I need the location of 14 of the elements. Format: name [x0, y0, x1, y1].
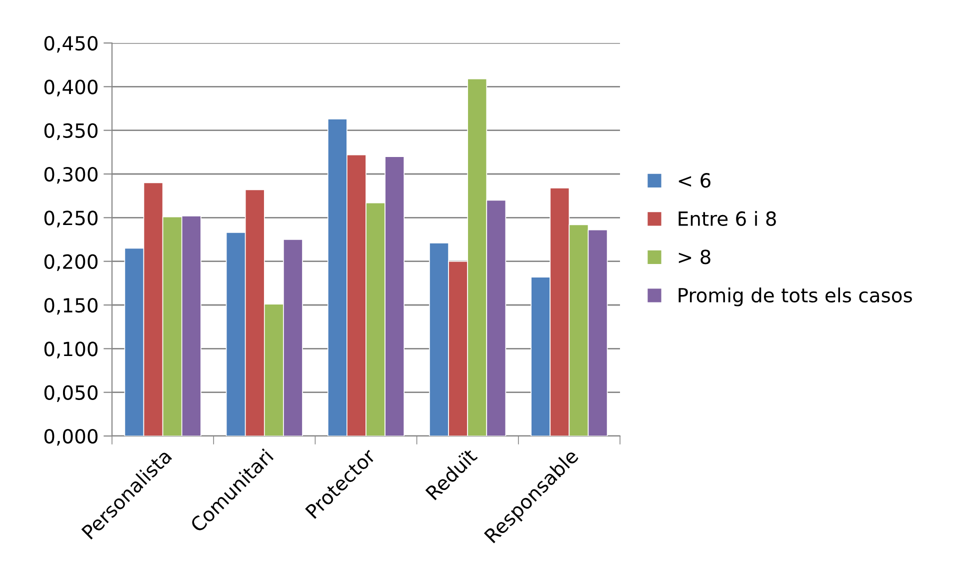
y-tick-label: 0,200: [44, 254, 98, 271]
y-tick-label: 0,250: [44, 210, 98, 228]
legend-label: Promig de tots els casos: [678, 287, 912, 306]
legend-label: Entre 6 i 8: [678, 210, 776, 226]
y-tick-label: 0,000: [44, 428, 98, 446]
y-tick-label: 0,100: [44, 342, 98, 358]
y-tick-label: 0,450: [44, 36, 98, 53]
legend-label: > 8: [678, 250, 710, 264]
y-tick-label: 0,150: [44, 298, 98, 315]
y-tick-label: 0,050: [44, 385, 98, 402]
legend-label: < 6: [678, 173, 710, 188]
y-tick-label: 0,400: [44, 80, 98, 96]
y-tick-label: 0,350: [44, 123, 98, 140]
y-tick-label: 0,300: [44, 166, 98, 184]
